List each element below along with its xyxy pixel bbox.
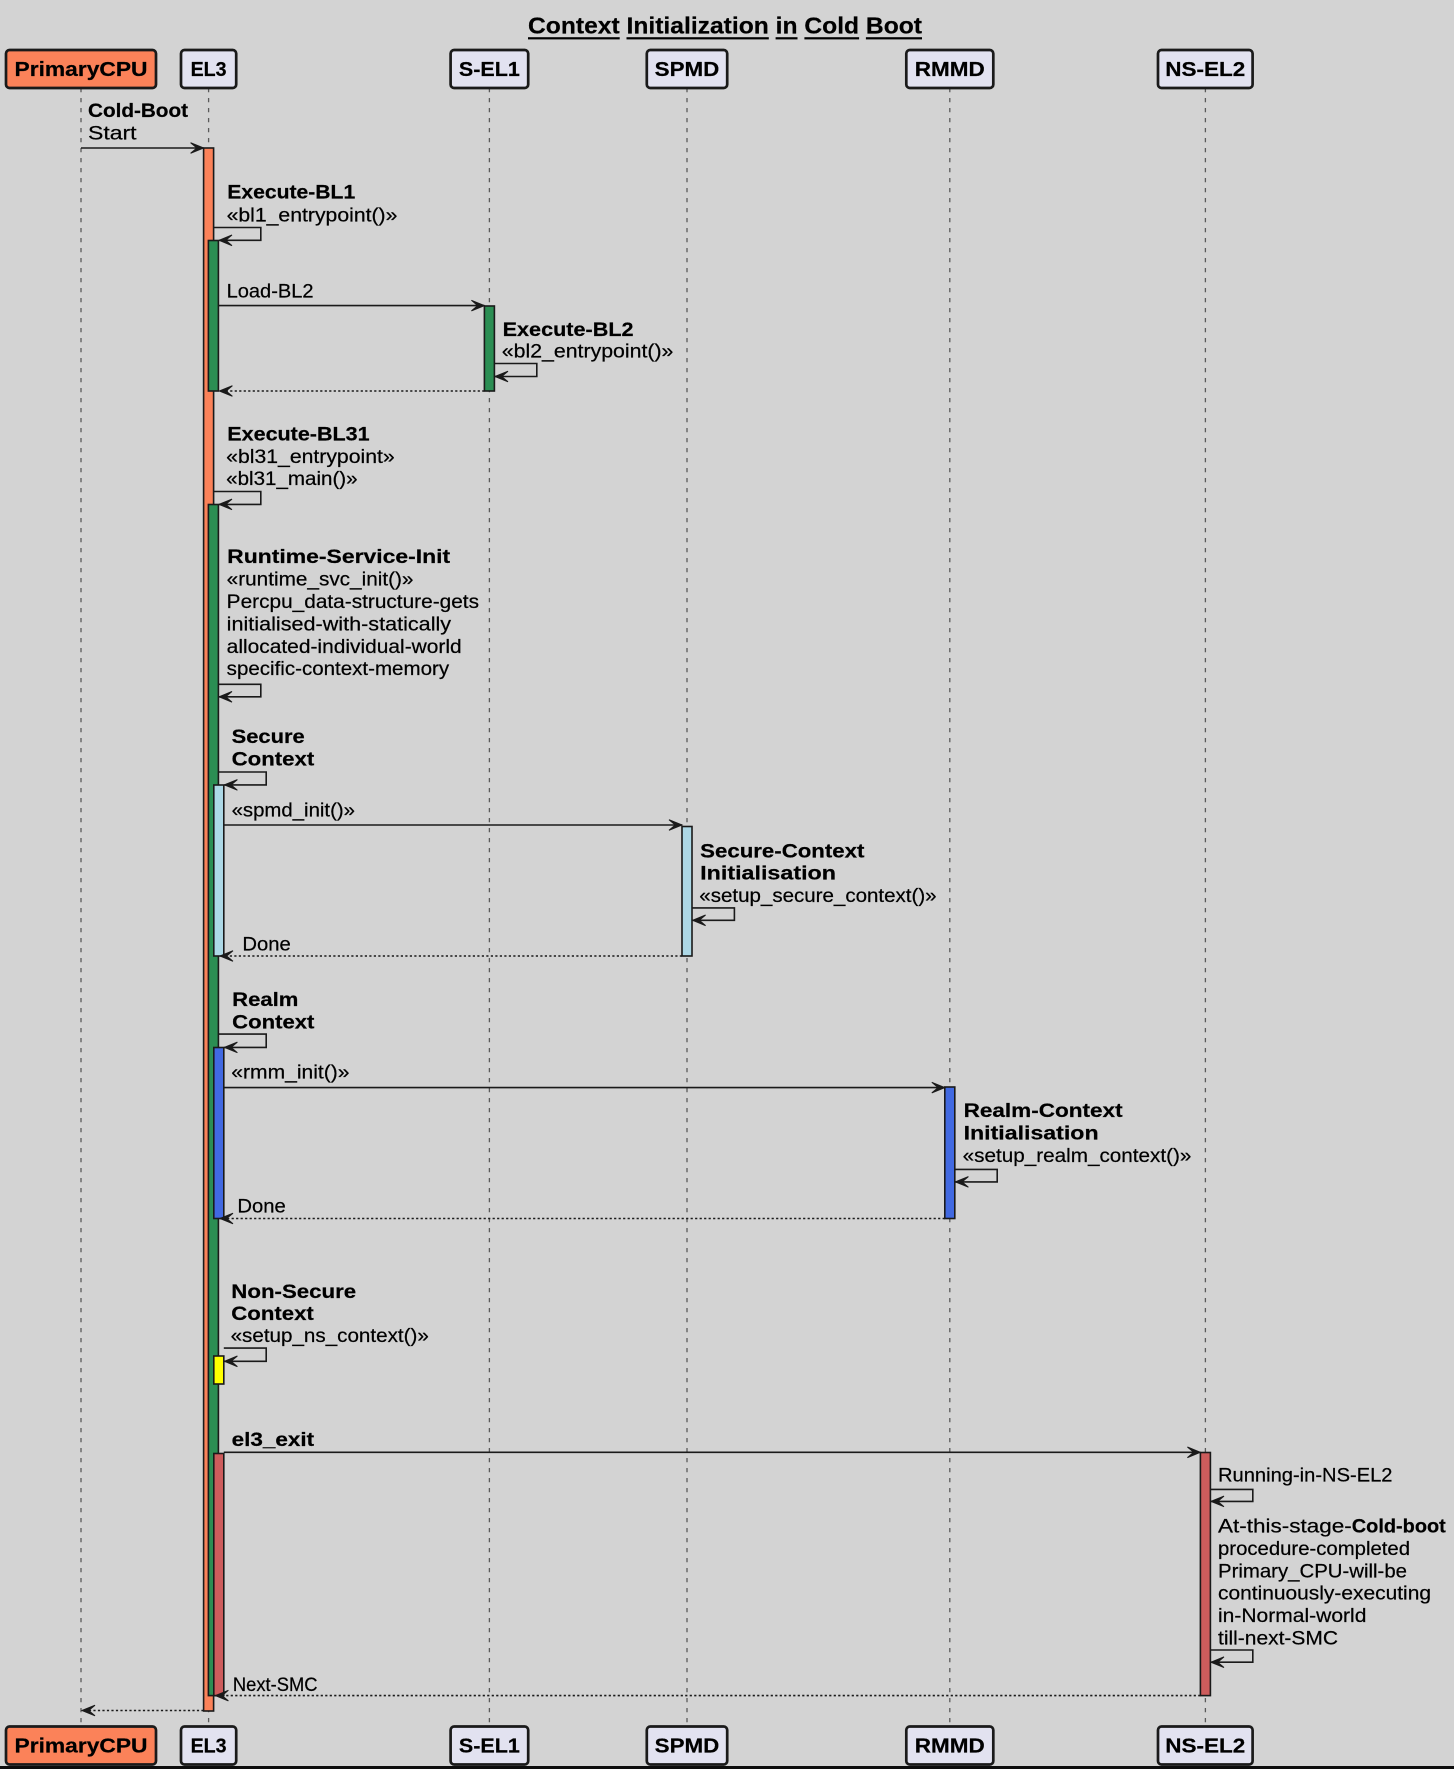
svg-text:allocated-individual-world: allocated-individual-world	[227, 637, 462, 658]
svg-text:continuously-executing: continuously-executing	[1218, 1584, 1431, 1605]
svg-text:SPMD: SPMD	[655, 1736, 720, 1758]
svg-text:Secure: Secure	[232, 727, 305, 748]
svg-text:S-EL1: S-EL1	[459, 1736, 520, 1758]
svg-text:EL3: EL3	[191, 1736, 227, 1758]
svg-text:«rmm_init()»: «rmm_init()»	[231, 1062, 349, 1083]
svg-text:«runtime_svc_init()»: «runtime_svc_init()»	[227, 570, 414, 591]
svg-text:specific-context-memory: specific-context-memory	[227, 659, 450, 680]
svg-text:«bl1_entrypoint()»: «bl1_entrypoint()»	[227, 205, 398, 226]
svg-text:Runtime-Service-Init: Runtime-Service-Init	[227, 547, 451, 568]
svg-text:Cold-Boot: Cold-Boot	[88, 101, 189, 122]
svg-text:Non-Secure: Non-Secure	[231, 1282, 356, 1303]
svg-text:PrimaryCPU: PrimaryCPU	[15, 59, 148, 81]
svg-text:EL3: EL3	[191, 59, 227, 81]
svg-text:RMMD: RMMD	[915, 59, 985, 81]
svg-text:SPMD: SPMD	[655, 59, 720, 81]
svg-text:in-Normal-world: in-Normal-world	[1218, 1606, 1366, 1627]
svg-text:«bl31_main()»: «bl31_main()»	[226, 469, 357, 490]
svg-text:Context: Context	[231, 1304, 314, 1325]
svg-text:Primary_CPU-will-be: Primary_CPU-will-be	[1218, 1561, 1407, 1582]
svg-text:el3_exit: el3_exit	[232, 1430, 315, 1451]
svg-text:Context Initialization in Cold: Context Initialization in Cold Boot	[528, 13, 922, 39]
svg-text:S-EL1: S-EL1	[459, 59, 520, 81]
svg-text:Initialisation: Initialisation	[964, 1123, 1099, 1144]
svg-text:initialised-with-statically: initialised-with-statically	[227, 614, 452, 635]
svg-text:Start: Start	[88, 123, 137, 144]
svg-text:Secure-Context: Secure-Context	[700, 841, 865, 862]
svg-text:Execute-BL1: Execute-BL1	[227, 183, 355, 204]
svg-text:NS-EL2: NS-EL2	[1165, 1736, 1245, 1758]
svg-text:«setup_ns_context()»: «setup_ns_context()»	[231, 1326, 429, 1347]
svg-text:procedure-completed: procedure-completed	[1218, 1539, 1410, 1560]
svg-text:Next-SMC: Next-SMC	[233, 1675, 318, 1696]
svg-text:Done: Done	[242, 934, 290, 955]
svg-text:Percpu_data-structure-gets: Percpu_data-structure-gets	[227, 592, 479, 613]
svg-text:Running-in-NS-EL2: Running-in-NS-EL2	[1218, 1466, 1393, 1487]
svg-text:Context: Context	[232, 1012, 315, 1033]
svg-text:Initialisation: Initialisation	[700, 864, 836, 885]
svg-text:RMMD: RMMD	[915, 1736, 985, 1758]
svg-text:At-this-stage-: At-this-stage-	[1218, 1517, 1352, 1538]
svg-text:Cold-boot: Cold-boot	[1352, 1517, 1447, 1538]
svg-text:«setup_realm_context()»: «setup_realm_context()»	[963, 1146, 1192, 1167]
svg-text:«bl2_entrypoint()»: «bl2_entrypoint()»	[502, 341, 674, 362]
svg-text:Execute-BL31: Execute-BL31	[227, 425, 370, 446]
svg-text:Context: Context	[232, 749, 315, 770]
svg-text:«setup_secure_context()»: «setup_secure_context()»	[699, 886, 936, 907]
svg-text:«bl31_entrypoint»: «bl31_entrypoint»	[226, 447, 395, 468]
svg-text:PrimaryCPU: PrimaryCPU	[15, 1736, 148, 1758]
svg-text:Load-BL2: Load-BL2	[227, 282, 314, 303]
svg-text:«spmd_init()»: «spmd_init()»	[232, 801, 355, 822]
svg-text:NS-EL2: NS-EL2	[1165, 59, 1245, 81]
svg-text:Done: Done	[237, 1197, 285, 1218]
svg-text:till-next-SMC: till-next-SMC	[1218, 1629, 1338, 1650]
svg-text:Realm: Realm	[232, 990, 298, 1011]
svg-text:Execute-BL2: Execute-BL2	[503, 320, 634, 341]
svg-text:Realm-Context: Realm-Context	[964, 1101, 1124, 1122]
